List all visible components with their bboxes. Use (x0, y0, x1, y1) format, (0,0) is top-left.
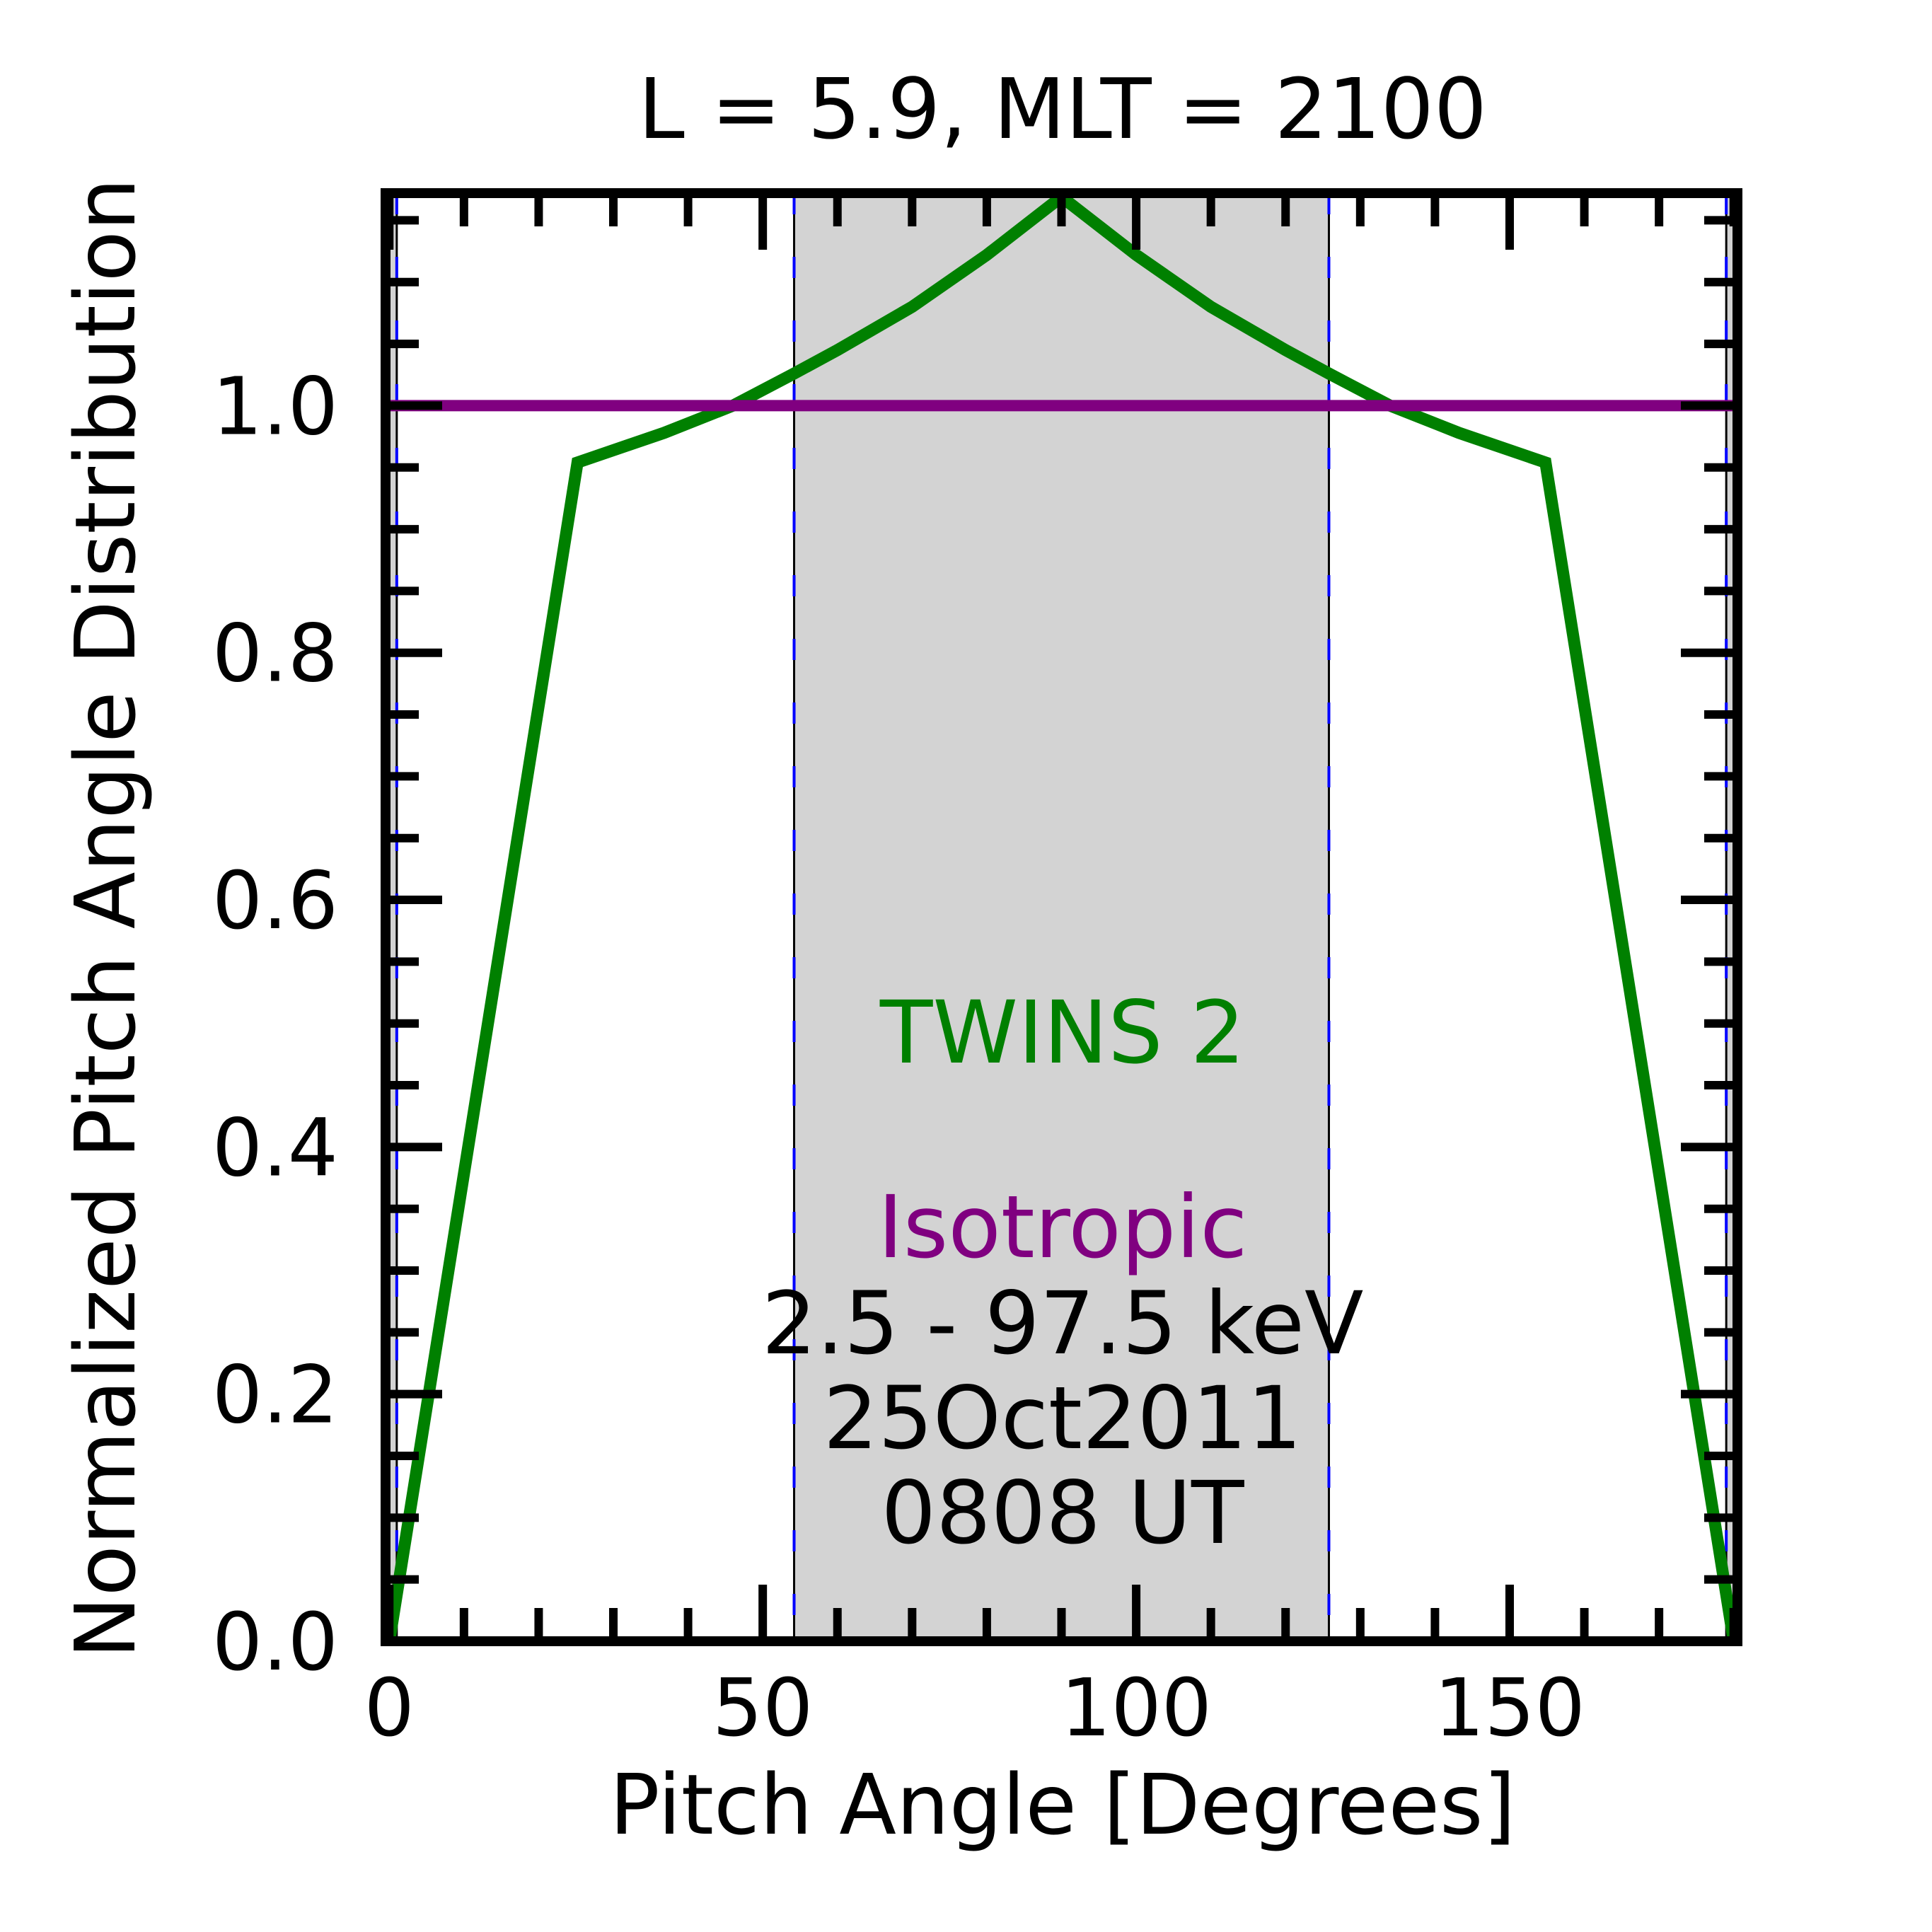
annotation-date: 25Oct2011 (823, 1368, 1302, 1469)
y-tick-label: 0.8 (212, 608, 338, 700)
x-tick-label: 150 (1434, 1662, 1585, 1754)
axis-ticks (385, 193, 1738, 1645)
plot-frame (381, 188, 1742, 1646)
tick-labels: 0 50 100 150 0.0 0.2 0.4 0.6 0.8 1.0 (212, 361, 1585, 1754)
y-tick-label: 0.2 (212, 1350, 338, 1442)
annotation-energy: 2.5 - 97.5 keV (762, 1273, 1364, 1374)
annotation-isotropic: Isotropic (878, 1177, 1248, 1278)
x-axis-label: Pitch Angle [Degrees] (609, 1756, 1515, 1853)
x-tick-label: 100 (1060, 1662, 1212, 1754)
annotation-twins2: TWINS 2 (879, 983, 1245, 1083)
x-tick-label: 0 (364, 1662, 415, 1754)
chart-title: L = 5.9, MLT = 2100 (638, 60, 1487, 158)
shaded-region (389, 193, 397, 1641)
y-tick-label: 0.4 (212, 1102, 338, 1194)
y-tick-label: 0.6 (212, 855, 338, 947)
shaded-region (794, 193, 1329, 1641)
shaded-region (1726, 193, 1734, 1641)
annotation-time: 0808 UT (881, 1463, 1244, 1563)
y-axis-label: Normalized Pitch Angle Distribution (57, 178, 154, 1658)
x-tick-label: 50 (712, 1662, 814, 1754)
y-tick-label: 1.0 (212, 361, 338, 453)
y-tick-label: 0.0 (212, 1597, 338, 1689)
